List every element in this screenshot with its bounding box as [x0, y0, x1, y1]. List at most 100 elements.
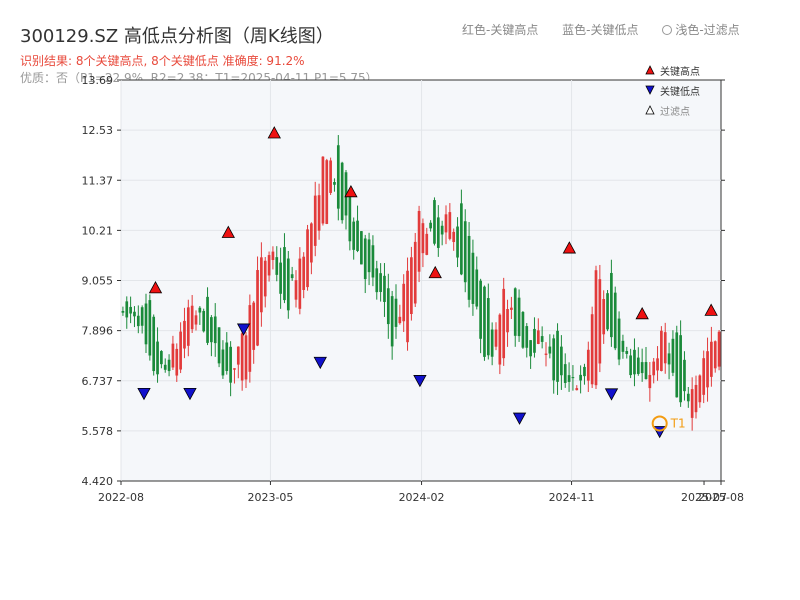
candle-body [317, 195, 321, 231]
candle-body [690, 389, 694, 418]
candle-body [698, 375, 702, 403]
candle-body [636, 357, 640, 374]
candle-body [610, 272, 613, 338]
candle-body [336, 145, 340, 209]
candle-body [483, 286, 486, 357]
candle-body [475, 269, 479, 307]
candle-body [617, 318, 621, 360]
candle-body [394, 298, 398, 327]
candle-body [329, 160, 332, 193]
candle-body [510, 307, 513, 310]
candle-body [160, 351, 163, 365]
candle-body [152, 316, 156, 372]
key-high-marker [148, 281, 163, 294]
candle-body [321, 156, 325, 224]
candle-body [675, 332, 679, 398]
candle-body [694, 384, 698, 413]
grid [120, 80, 721, 481]
y-tick-label: 4.420 [82, 475, 114, 488]
y-tick-label: 5.578 [82, 425, 114, 438]
y-tick-label: 13.69 [82, 74, 114, 87]
candle-body [440, 225, 444, 235]
candle-body [563, 364, 567, 383]
candle-body [179, 331, 182, 370]
candle-body [156, 341, 159, 375]
candle-body [210, 317, 213, 343]
candle-body [340, 162, 344, 221]
candle-body [148, 300, 152, 356]
candle-body [229, 346, 232, 383]
candle-body [283, 247, 286, 301]
candle-body [656, 358, 659, 371]
candle-body [448, 212, 452, 239]
candle-body [444, 214, 448, 233]
candle-body [236, 346, 240, 365]
key-high-marker [221, 225, 235, 238]
candle-body [302, 256, 306, 290]
y-tick-label: 6.737 [82, 375, 114, 388]
y-tick-label: 9.055 [82, 275, 114, 288]
candle-body [660, 330, 663, 371]
key-low-marker [313, 356, 327, 370]
candle-body [363, 238, 367, 280]
key-high-marker [344, 184, 358, 198]
candle-body [552, 338, 556, 381]
y-tick-label: 11.37 [82, 174, 114, 187]
candle-body [463, 221, 467, 283]
candle-body [571, 377, 575, 379]
candle-body [202, 310, 206, 332]
candle-body [252, 302, 256, 350]
candle-body [267, 255, 271, 276]
candle-body [625, 351, 629, 354]
top-legend: 红色-关键高点 蓝色-关键低点 浅色-过滤点 [462, 21, 760, 38]
candle-body [325, 160, 329, 224]
candle-body [652, 361, 656, 376]
candle-body [213, 316, 217, 344]
candle-body [294, 280, 298, 300]
candle-body [402, 283, 406, 322]
candle-body [140, 307, 144, 326]
candle-body [244, 335, 248, 380]
candle-body [383, 275, 386, 302]
candle-body [263, 260, 267, 297]
candle-body [398, 316, 402, 324]
top-legend-filtered: 浅色-过滤点 [675, 23, 740, 37]
candle-body [260, 257, 263, 313]
x-tick-label: 2025-08 [698, 491, 744, 504]
candle-body [602, 298, 606, 335]
candle-body [590, 314, 594, 385]
filtered-triangle-icon [645, 105, 655, 115]
candle-body [502, 288, 506, 359]
key-low-marker [512, 412, 527, 425]
candle-body [217, 327, 221, 364]
candle-body [163, 364, 167, 370]
candle-body [248, 305, 252, 372]
candle-body [175, 348, 179, 376]
candle-body [686, 393, 690, 402]
legend-low: 关键低点 [660, 85, 700, 98]
candle-body [406, 270, 409, 343]
candle-body [513, 288, 517, 336]
candle-body [436, 217, 440, 248]
candle-body [648, 374, 652, 389]
candle-body [486, 298, 490, 356]
candle-body [360, 231, 363, 265]
candle-body [683, 359, 686, 392]
candle-body [433, 200, 436, 244]
candle-body [467, 235, 471, 300]
legend-filtered: 过滤点 [660, 105, 690, 118]
x-tick-label: 2025-07 [681, 491, 727, 504]
candle-body [452, 231, 456, 243]
candle-body [183, 320, 186, 349]
y-tick-label: 10.21 [82, 224, 114, 237]
candle-body [548, 346, 552, 354]
candle-body [356, 220, 359, 251]
candle-body [413, 241, 417, 304]
candle-body [456, 226, 459, 258]
candle-body [167, 359, 171, 372]
candle-body [233, 368, 236, 370]
candle-body [479, 280, 482, 339]
markers: T1 [137, 126, 718, 439]
t1-label: T1 [670, 416, 686, 430]
candle-body [640, 362, 644, 374]
